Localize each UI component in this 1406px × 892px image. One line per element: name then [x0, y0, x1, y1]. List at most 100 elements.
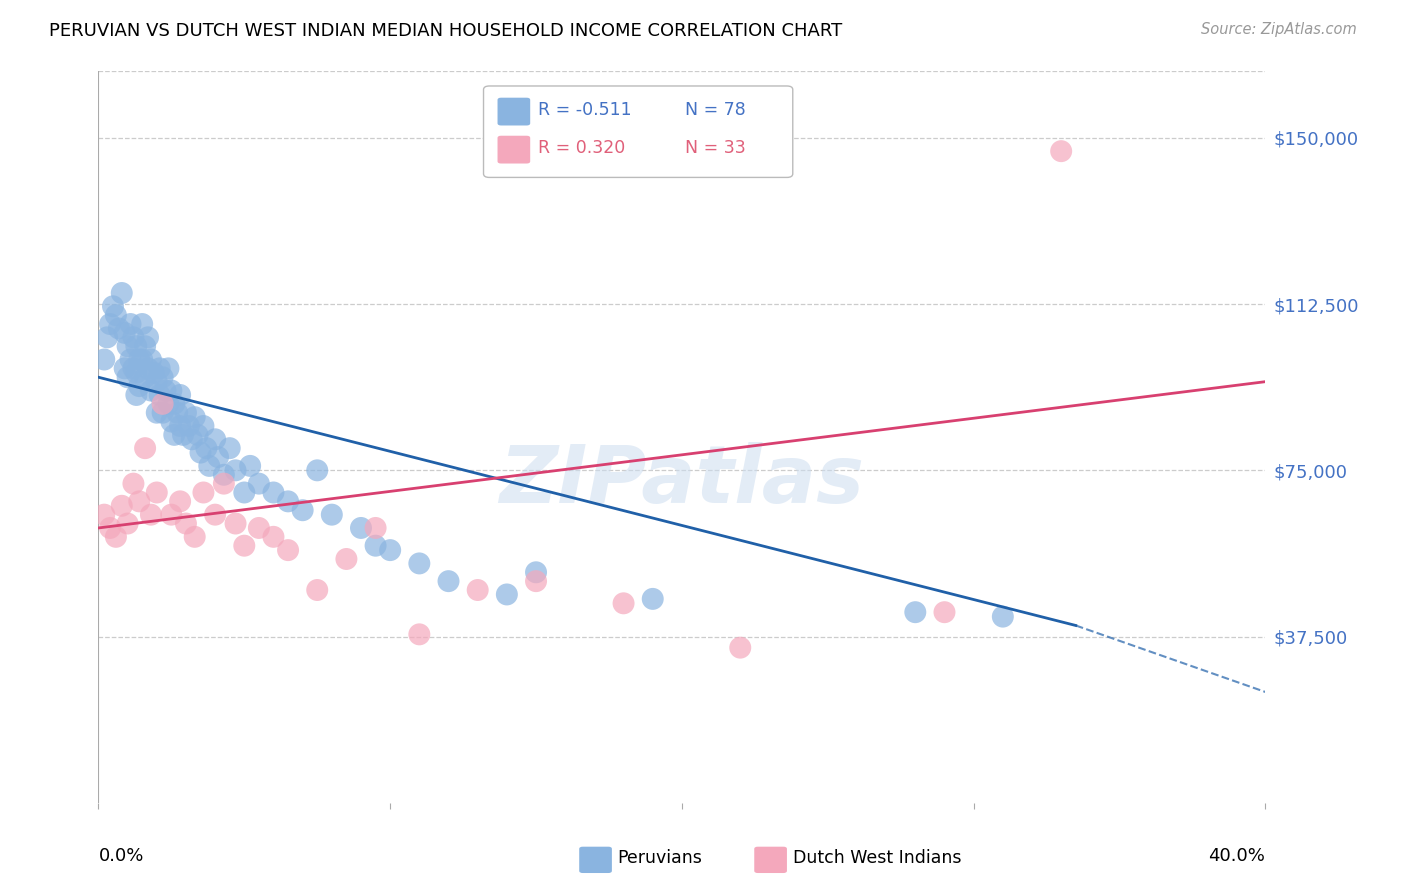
Point [991, 609, 1014, 624]
Point [934, 605, 956, 619]
Point [207, 450, 229, 464]
Point [408, 627, 430, 641]
Point [117, 516, 139, 531]
Point [262, 530, 284, 544]
Point [193, 419, 215, 434]
Point [612, 596, 634, 610]
Text: R = -0.511: R = -0.511 [538, 101, 631, 120]
Point [120, 352, 142, 367]
Text: Dutch West Indians: Dutch West Indians [793, 848, 962, 867]
Point [364, 521, 387, 535]
Point [467, 582, 489, 597]
Point [174, 406, 197, 420]
Point [163, 397, 186, 411]
Point [114, 361, 136, 376]
Point [128, 379, 150, 393]
Point [204, 432, 226, 446]
Point [239, 458, 262, 473]
Point [122, 476, 145, 491]
Point [131, 352, 153, 367]
Point [307, 582, 329, 597]
Point [117, 339, 139, 353]
Point [496, 587, 519, 601]
Point [904, 605, 927, 619]
Text: Peruvians: Peruvians [617, 848, 703, 867]
Point [166, 406, 188, 420]
Text: Source: ZipAtlas.com: Source: ZipAtlas.com [1201, 22, 1357, 37]
Point [212, 476, 235, 491]
Point [174, 516, 197, 531]
Point [139, 352, 162, 367]
Text: 40.0%: 40.0% [1209, 847, 1265, 864]
Point [524, 566, 547, 580]
Point [225, 463, 247, 477]
FancyBboxPatch shape [579, 847, 612, 873]
Point [98, 521, 121, 535]
Point [157, 361, 180, 376]
Point [128, 494, 150, 508]
FancyBboxPatch shape [498, 136, 530, 163]
Point [152, 397, 174, 411]
Point [134, 441, 156, 455]
Point [93, 508, 115, 522]
Point [136, 361, 159, 376]
Point [204, 508, 226, 522]
Point [155, 384, 177, 398]
Point [114, 326, 136, 340]
Point [247, 521, 270, 535]
Point [247, 476, 270, 491]
Point [152, 370, 174, 384]
Point [96, 330, 118, 344]
Point [149, 361, 172, 376]
Point [101, 299, 124, 313]
Point [117, 370, 139, 384]
Text: 0.0%: 0.0% [98, 847, 143, 864]
Point [187, 428, 209, 442]
Point [142, 366, 165, 380]
Point [198, 458, 221, 473]
Point [307, 463, 329, 477]
Point [93, 352, 115, 367]
Point [1050, 144, 1073, 158]
FancyBboxPatch shape [484, 86, 793, 178]
Point [149, 388, 172, 402]
Point [160, 415, 183, 429]
Point [350, 521, 373, 535]
Point [183, 410, 205, 425]
Point [131, 317, 153, 331]
Text: PERUVIAN VS DUTCH WEST INDIAN MEDIAN HOUSEHOLD INCOME CORRELATION CHART: PERUVIAN VS DUTCH WEST INDIAN MEDIAN HOU… [49, 22, 842, 40]
FancyBboxPatch shape [754, 847, 787, 873]
Point [134, 370, 156, 384]
Point [111, 285, 134, 300]
Point [160, 508, 183, 522]
Point [111, 499, 134, 513]
Point [321, 508, 343, 522]
Point [212, 467, 235, 482]
Text: R = 0.320: R = 0.320 [538, 139, 626, 157]
Point [408, 557, 430, 571]
Point [437, 574, 460, 589]
Point [120, 317, 142, 331]
Point [169, 419, 191, 434]
Point [262, 485, 284, 500]
Point [146, 406, 169, 420]
Point [183, 530, 205, 544]
Point [163, 428, 186, 442]
Point [641, 591, 664, 606]
FancyBboxPatch shape [498, 98, 530, 126]
Point [108, 321, 131, 335]
Point [157, 397, 180, 411]
Text: N = 78: N = 78 [685, 101, 747, 120]
Point [122, 330, 145, 344]
Point [134, 339, 156, 353]
Point [291, 503, 314, 517]
Point [277, 494, 299, 508]
Point [193, 485, 215, 500]
Point [380, 543, 402, 558]
Point [277, 543, 299, 558]
Point [160, 384, 183, 398]
Point [146, 375, 169, 389]
Point [104, 530, 127, 544]
Point [152, 406, 174, 420]
Point [104, 308, 127, 322]
